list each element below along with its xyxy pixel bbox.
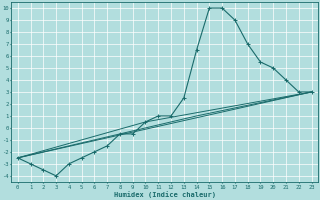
X-axis label: Humidex (Indice chaleur): Humidex (Indice chaleur) [114,191,216,198]
